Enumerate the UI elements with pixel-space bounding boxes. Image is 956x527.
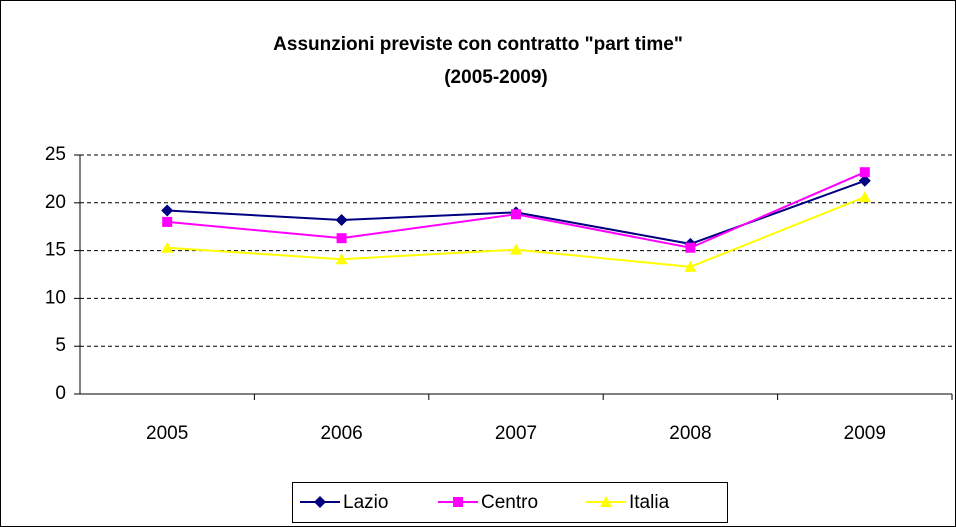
x-tick-label: 2008 [669, 423, 711, 444]
x-tick-label: 2005 [146, 423, 188, 444]
marker [336, 233, 347, 244]
legend-label: Lazio [343, 492, 388, 513]
y-tick-label: 15 [45, 240, 66, 261]
marker [684, 260, 697, 272]
marker [510, 243, 522, 255]
marker [161, 241, 174, 253]
y-tick-label: 25 [45, 144, 66, 165]
y-tick-label: 10 [45, 287, 66, 308]
marker [859, 167, 870, 178]
marker [511, 209, 521, 220]
marker [858, 191, 871, 203]
x-tick-label: 2009 [844, 423, 886, 444]
y-tick-label: 5 [55, 335, 66, 356]
legend-label: Centro [481, 492, 538, 513]
marker [335, 214, 348, 227]
marker [314, 496, 326, 508]
marker [335, 253, 348, 265]
y-tick-label: 0 [55, 383, 66, 404]
chart-title: Assunzioni previste con contratto "part … [273, 34, 683, 55]
legend [292, 482, 728, 523]
x-tick-label: 2007 [495, 423, 537, 444]
legend-label: Italia [629, 492, 670, 513]
y-tick-label: 20 [45, 192, 66, 213]
marker [162, 216, 173, 227]
marker [858, 174, 871, 187]
chart-subtitle: (2005-2009) [444, 67, 548, 88]
x-tick-label: 2006 [320, 423, 362, 444]
marker [161, 204, 174, 217]
marker [453, 497, 463, 507]
marker [600, 496, 612, 507]
marker [685, 242, 696, 253]
